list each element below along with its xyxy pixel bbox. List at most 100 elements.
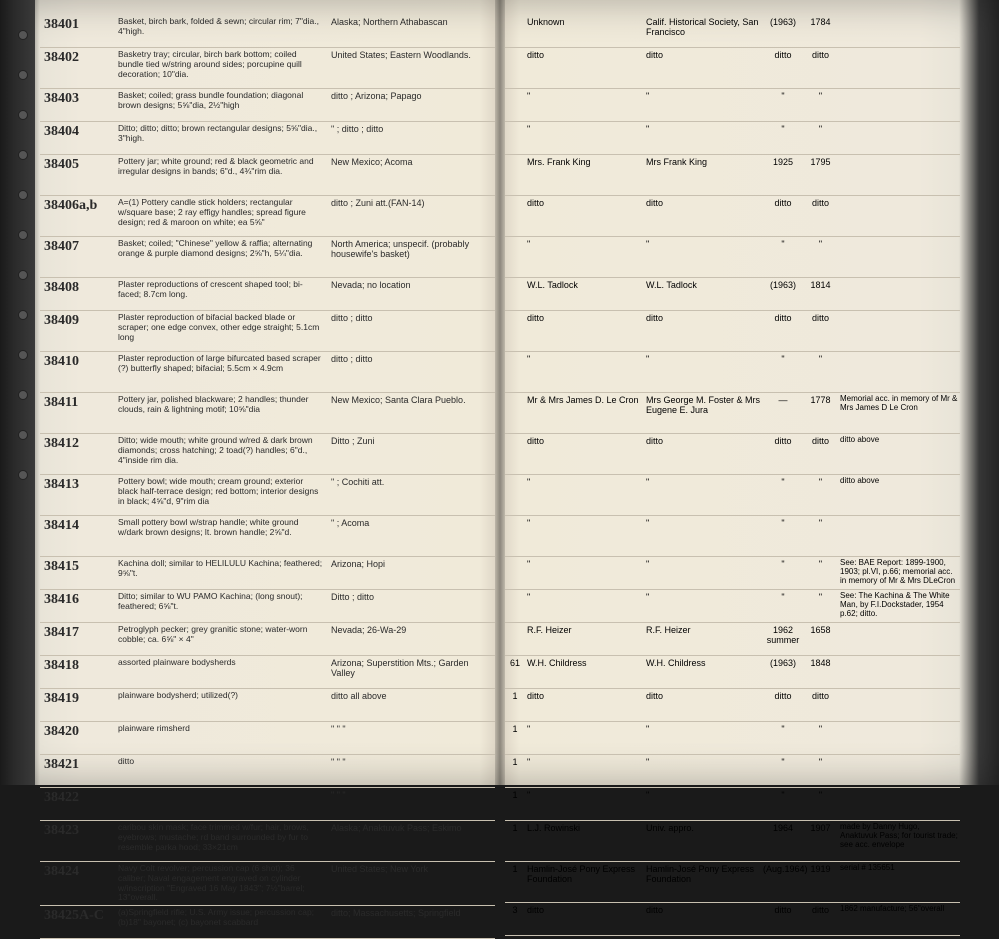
date-col: " xyxy=(763,124,803,134)
item-location: " ; ditto ; ditto xyxy=(327,124,495,134)
item-location: ditto ; ditto xyxy=(327,313,495,323)
catalog-number: 38404 xyxy=(40,124,114,140)
count-col: 1 xyxy=(505,790,525,800)
item-location: ditto all above xyxy=(327,691,495,701)
item-location: " ; Cochiti att. xyxy=(327,477,495,487)
item-location: Alaska; Anaktuvuk Pass; Eskimo xyxy=(327,823,495,833)
catalog-number: 38425A-C xyxy=(40,908,114,924)
donor-col: Mrs Frank King xyxy=(644,157,763,167)
catalog-number: 38418 xyxy=(40,658,114,674)
item-description: plainware rimsherd xyxy=(114,724,327,734)
donor-col: Univ. appro. xyxy=(644,823,763,833)
ledger-row-left: 38410 Plaster reproduction of large bifu… xyxy=(40,352,495,393)
catalog-number: 38407 xyxy=(40,239,114,255)
item-location: Alaska; Northern Athabascan xyxy=(327,17,495,27)
book-binding xyxy=(0,0,35,785)
right-page: Unknown Calif. Historical Society, San F… xyxy=(505,15,960,770)
ledger-row-left: 38412 Ditto; wide mouth; white ground w/… xyxy=(40,434,495,475)
ledger-row-right: W.L. Tadlock W.L. Tadlock (1963) 1814 xyxy=(505,278,960,311)
item-location: ditto; Massachusetts; Springfield xyxy=(327,908,495,918)
acc-num-col: " xyxy=(803,559,838,569)
collector-col: ditto xyxy=(525,905,644,915)
collector-col: " xyxy=(525,91,644,101)
ledger-row-right: " " " " xyxy=(505,516,960,557)
item-location: " " " xyxy=(327,724,495,734)
item-description: Basketry tray; circular, birch bark bott… xyxy=(114,50,327,79)
ledger-row-right: 1 ditto ditto ditto ditto xyxy=(505,689,960,722)
collector-col: " xyxy=(525,724,644,734)
date-col: ditto xyxy=(763,691,803,701)
item-description: Pottery jar; white ground; red & black g… xyxy=(114,157,327,177)
count-col: 1 xyxy=(505,823,525,833)
ledger-row-left: 38424 Navy Colt revolver; percussion cap… xyxy=(40,862,495,906)
remarks-col: See: BAE Report: 1899-1900, 1903; pl.VI,… xyxy=(838,559,960,585)
acc-num-col: ditto xyxy=(803,50,838,60)
date-col: " xyxy=(763,477,803,487)
collector-col: ditto xyxy=(525,50,644,60)
item-location: ditto ; Zuni att.(FAN-14) xyxy=(327,198,495,208)
catalog-number: 38403 xyxy=(40,91,114,107)
item-location: United States; New York xyxy=(327,864,495,874)
acc-num-col: ditto xyxy=(803,691,838,701)
ledger-row-left: 38418 assorted plainware bodysherds Ariz… xyxy=(40,656,495,689)
acc-num-col: ditto xyxy=(803,313,838,323)
date-col: (1963) xyxy=(763,17,803,27)
catalog-number: 38412 xyxy=(40,436,114,452)
item-description: Petroglyph pecker; grey granitic stone; … xyxy=(114,625,327,645)
acc-num-col: 1907 xyxy=(803,823,838,833)
remarks-col: serial # 135651 xyxy=(838,864,960,873)
date-col: (1963) xyxy=(763,658,803,668)
donor-col: " xyxy=(644,91,763,101)
acc-num-col: " xyxy=(803,592,838,602)
ledger-row-right: 1 " " " " xyxy=(505,722,960,755)
date-col: (Aug.1964) xyxy=(763,864,803,874)
item-description: Pottery jar, polished blackware; 2 handl… xyxy=(114,395,327,415)
ledger-row-left: 38415 Kachina doll; similar to HELILULU … xyxy=(40,557,495,590)
ledger-row-left: 38405 Pottery jar; white ground; red & b… xyxy=(40,155,495,196)
date-col: " xyxy=(763,518,803,528)
ledger-row-left: 38421 ditto " " " xyxy=(40,755,495,788)
collector-col: " xyxy=(525,559,644,569)
donor-col: R.F. Heizer xyxy=(644,625,763,635)
acc-num-col: " xyxy=(803,124,838,134)
catalog-number: 38410 xyxy=(40,354,114,370)
catalog-number: 38421 xyxy=(40,757,114,773)
acc-num-col: " xyxy=(803,91,838,101)
item-description: caribou skin mask; face trimmed w/fur; h… xyxy=(114,823,327,852)
count-col: 1 xyxy=(505,691,525,701)
ledger-row-right: " " " " xyxy=(505,89,960,122)
donor-col: " xyxy=(644,790,763,800)
catalog-number: 38420 xyxy=(40,724,114,740)
acc-num-col: 1814 xyxy=(803,280,838,290)
item-description: plainware bodysherd; utilized(?) xyxy=(114,691,327,701)
ledger-row-right: Unknown Calif. Historical Society, San F… xyxy=(505,15,960,48)
ledger-row-left: 38413 Pottery bowl; wide mouth; cream gr… xyxy=(40,475,495,516)
date-col: ditto xyxy=(763,313,803,323)
collector-col: " xyxy=(525,757,644,767)
ledger-book: 38401 Basket, birch bark, folded & sewn;… xyxy=(0,0,999,785)
ledger-row-right: 1 " " " " xyxy=(505,788,960,821)
collector-col: Mrs. Frank King xyxy=(525,157,644,167)
acc-num-col: 1848 xyxy=(803,658,838,668)
item-location: ditto ; Arizona; Papago xyxy=(327,91,495,101)
catalog-number: 38401 xyxy=(40,17,114,33)
ledger-row-left: 38420 plainware rimsherd " " " xyxy=(40,722,495,755)
collector-col: Mr & Mrs James D. Le Cron xyxy=(525,395,644,405)
catalog-number: 38416 xyxy=(40,592,114,608)
acc-num-col: 1784 xyxy=(803,17,838,27)
acc-num-col: 1658 xyxy=(803,625,838,635)
catalog-number: 38419 xyxy=(40,691,114,707)
item-location: New Mexico; Acoma xyxy=(327,157,495,167)
acc-num-col: " xyxy=(803,239,838,249)
catalog-number: 38422 xyxy=(40,790,114,806)
acc-num-col: 1795 xyxy=(803,157,838,167)
date-col: 1925 xyxy=(763,157,803,167)
collector-col: ditto xyxy=(525,691,644,701)
collector-col: " xyxy=(525,124,644,134)
date-col: ditto xyxy=(763,198,803,208)
ledger-row-right: ditto ditto ditto ditto xyxy=(505,48,960,89)
date-col: " xyxy=(763,559,803,569)
ledger-row-right: 1 " " " " xyxy=(505,755,960,788)
donor-col: " xyxy=(644,559,763,569)
donor-col: W.L. Tadlock xyxy=(644,280,763,290)
